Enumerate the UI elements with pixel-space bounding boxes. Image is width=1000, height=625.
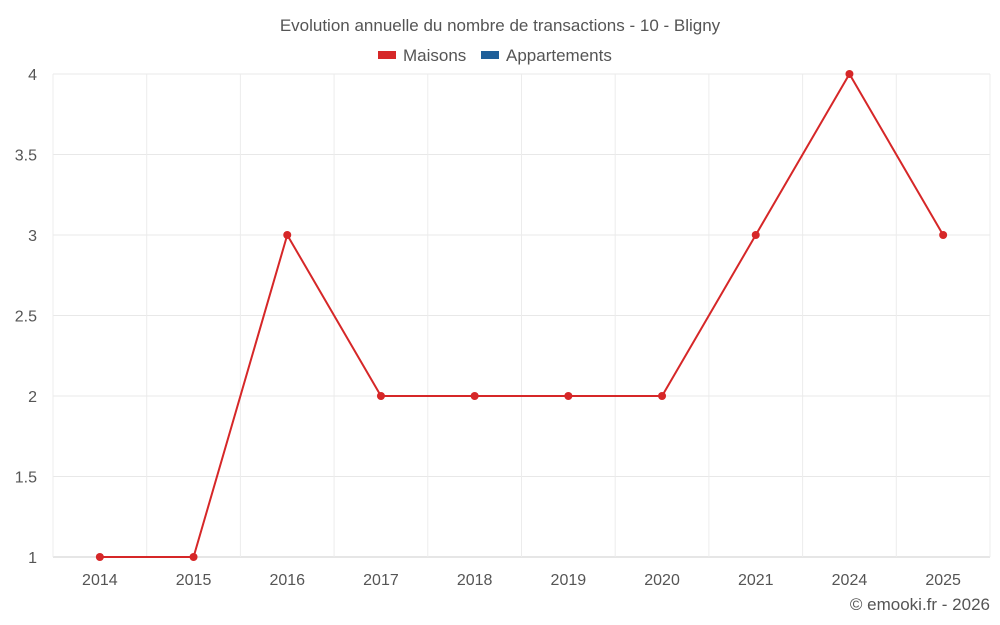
x-tick-label: 2020 bbox=[644, 572, 680, 589]
x-axis: 2014 2015 2016 2017 2018 2019 2020 2021 2024 2025 bbox=[82, 572, 961, 589]
data-point bbox=[376, 392, 385, 400]
legend-swatch-maisons bbox=[378, 51, 396, 59]
y-tick-label: 1 bbox=[28, 550, 37, 567]
data-point bbox=[751, 231, 760, 239]
x-tick-label: 2021 bbox=[738, 572, 774, 589]
x-tick-label: 2017 bbox=[363, 572, 399, 589]
x-tick-label: 2024 bbox=[832, 572, 868, 589]
data-point bbox=[189, 553, 198, 561]
y-tick-label: 4 bbox=[28, 67, 37, 84]
y-tick-label: 1.5 bbox=[15, 470, 37, 487]
y-axis: 1 1.5 2 2.5 3 3.5 4 bbox=[15, 67, 37, 567]
x-tick-label: 2016 bbox=[269, 572, 305, 589]
data-point bbox=[564, 392, 573, 400]
data-point bbox=[939, 231, 948, 239]
x-tick-label: 2018 bbox=[457, 572, 493, 589]
series bbox=[95, 70, 948, 561]
grid bbox=[52, 73, 991, 558]
data-point bbox=[845, 70, 854, 78]
y-tick-label: 3 bbox=[28, 228, 37, 245]
y-tick-label: 2 bbox=[28, 389, 37, 406]
series-line-maisons bbox=[99, 72, 945, 558]
legend-label-maisons: Maisons bbox=[403, 46, 466, 65]
x-tick-label: 2014 bbox=[82, 572, 118, 589]
legend-label-appartements: Appartements bbox=[506, 46, 612, 65]
y-tick-label: 2.5 bbox=[15, 309, 37, 326]
x-tick-label: 2025 bbox=[925, 572, 961, 589]
y-tick-label: 3.5 bbox=[15, 148, 37, 165]
data-point bbox=[470, 392, 479, 400]
chart-title: Evolution annuelle du nombre de transact… bbox=[280, 16, 721, 35]
data-point bbox=[283, 231, 292, 239]
legend-swatch-appartements bbox=[481, 51, 499, 59]
data-point bbox=[95, 553, 104, 561]
x-tick-label: 2015 bbox=[176, 572, 212, 589]
legend: Maisons Appartements bbox=[378, 46, 612, 65]
credit: © emooki.fr - 2026 bbox=[850, 595, 990, 614]
x-tick-label: 2019 bbox=[551, 572, 587, 589]
data-point bbox=[658, 392, 667, 400]
